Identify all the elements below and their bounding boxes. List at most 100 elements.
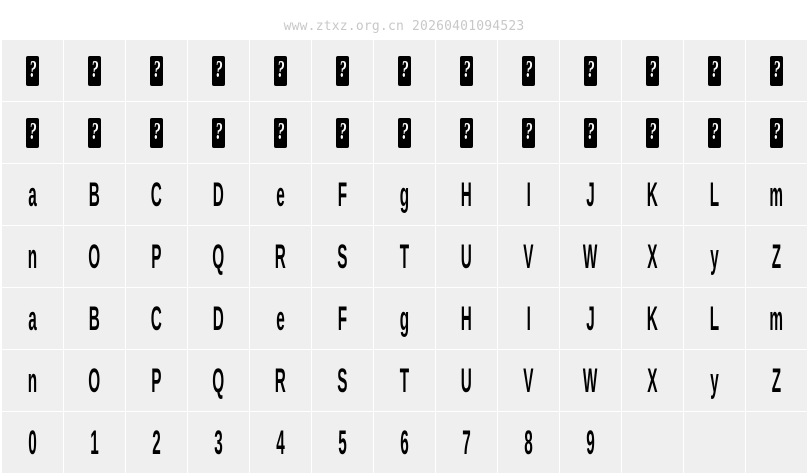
glyph: n (27, 237, 38, 276)
glyph-cell: I (498, 288, 559, 349)
glyph-cell: y (684, 350, 745, 411)
glyph-cell: ? (498, 40, 559, 101)
glyph-cell: C (126, 288, 187, 349)
glyph-cell: n (2, 350, 63, 411)
glyph: J (586, 175, 595, 214)
glyph-cell: V (498, 226, 559, 287)
glyph: F (337, 299, 348, 338)
glyph-cell: P (126, 350, 187, 411)
missing-glyph-icon: ? (646, 55, 659, 86)
missing-glyph-icon: ? (336, 55, 349, 86)
glyph: F (337, 175, 348, 214)
glyph-cell: ? (684, 40, 745, 101)
glyph-cell: n (2, 226, 63, 287)
glyph: y (710, 237, 719, 276)
missing-glyph-icon: ? (26, 117, 39, 148)
glyph: V (523, 361, 534, 400)
missing-glyph-icon: ? (88, 55, 101, 86)
glyph: Q (212, 361, 225, 400)
glyph-cell: ? (312, 40, 373, 101)
missing-glyph-icon: ? (150, 55, 163, 86)
missing-glyph-icon: ? (522, 55, 535, 86)
glyph: Q (212, 237, 225, 276)
missing-glyph-icon: ? (150, 117, 163, 148)
glyph: T (399, 237, 410, 276)
glyph-cell: F (312, 164, 373, 225)
glyph: P (151, 237, 162, 276)
missing-glyph-mark: ? (772, 119, 781, 145)
glyph-cell: ? (560, 40, 621, 101)
glyph: Z (771, 237, 782, 276)
glyph: 7 (462, 423, 471, 462)
missing-glyph-mark: ? (90, 119, 99, 145)
glyph-cell: g (374, 164, 435, 225)
glyph: 6 (400, 423, 409, 462)
glyph: g (399, 175, 410, 214)
glyph-cell: F (312, 288, 373, 349)
missing-glyph-mark: ? (214, 119, 223, 145)
glyph: O (88, 237, 101, 276)
glyph-cell: ? (622, 102, 683, 163)
glyph-cell: B (64, 164, 125, 225)
missing-glyph-mark: ? (462, 57, 471, 83)
glyph: a (28, 299, 37, 338)
missing-glyph-mark: ? (586, 119, 595, 145)
glyph-cell: a (2, 288, 63, 349)
glyph-cell: U (436, 226, 497, 287)
missing-glyph-mark: ? (586, 57, 595, 83)
missing-glyph-mark: ? (648, 57, 657, 83)
glyph: L (709, 299, 720, 338)
glyph: O (88, 361, 101, 400)
missing-glyph-mark: ? (276, 119, 285, 145)
missing-glyph-mark: ? (710, 57, 719, 83)
missing-glyph-mark: ? (276, 57, 285, 83)
glyph-cell: ? (312, 102, 373, 163)
glyph-cell: L (684, 288, 745, 349)
missing-glyph-mark: ? (648, 119, 657, 145)
glyph-cell: 6 (374, 412, 435, 473)
glyph-cell: e (250, 288, 311, 349)
glyph: 4 (276, 423, 285, 462)
glyph-cell: I (498, 164, 559, 225)
glyph: e (276, 175, 285, 214)
missing-glyph-icon: ? (770, 117, 783, 148)
glyph-cell: S (312, 350, 373, 411)
glyph-cell: ? (746, 102, 807, 163)
glyph-cell: 8 (498, 412, 559, 473)
missing-glyph-mark: ? (772, 57, 781, 83)
glyph-cell: ? (250, 102, 311, 163)
glyph-cell: D (188, 288, 249, 349)
glyph-cell: ? (2, 40, 63, 101)
glyph-cell: ? (126, 40, 187, 101)
glyph: C (150, 175, 163, 214)
glyph-cell: ? (2, 102, 63, 163)
glyph: 1 (90, 423, 99, 462)
glyph: 2 (152, 423, 161, 462)
glyph-cell: J (560, 288, 621, 349)
glyph: S (337, 237, 348, 276)
glyph: D (212, 299, 225, 338)
missing-glyph-mark: ? (400, 57, 409, 83)
glyph-cell: X (622, 226, 683, 287)
missing-glyph-mark: ? (524, 119, 533, 145)
glyph-cell: Q (188, 226, 249, 287)
glyph-cell: ? (64, 40, 125, 101)
glyph-cell: O (64, 226, 125, 287)
glyph-cell: C (126, 164, 187, 225)
glyph: S (337, 361, 348, 400)
missing-glyph-icon: ? (646, 117, 659, 148)
glyph-cell: 1 (64, 412, 125, 473)
missing-glyph-mark: ? (338, 57, 347, 83)
glyph: B (88, 175, 101, 214)
glyph: W (583, 361, 598, 400)
missing-glyph-icon: ? (584, 55, 597, 86)
missing-glyph-mark: ? (400, 119, 409, 145)
glyph: K (646, 299, 659, 338)
glyph-cell: a (2, 164, 63, 225)
glyph: W (583, 237, 598, 276)
missing-glyph-mark: ? (338, 119, 347, 145)
missing-glyph-mark: ? (214, 57, 223, 83)
glyph-cell: ? (560, 102, 621, 163)
glyph: m (769, 299, 784, 338)
